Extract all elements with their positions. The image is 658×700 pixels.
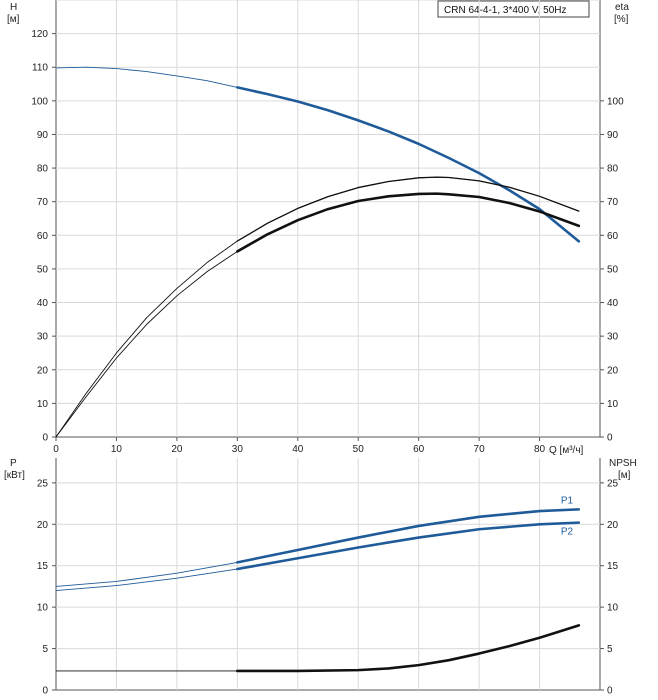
left-tick-label: 40	[37, 298, 49, 309]
x-tick-label: 0	[53, 444, 59, 455]
bottom-panel-series: P1 P2	[55, 495, 581, 673]
top-left-axis-label: H	[10, 2, 17, 13]
right-tick-label: 40	[607, 298, 619, 309]
right-tick-label: 10	[607, 603, 619, 614]
left-tick-label: 10	[37, 399, 49, 410]
series-line-thick	[236, 192, 581, 253]
left-tick-label: 0	[42, 433, 48, 444]
series-line-thick	[236, 508, 581, 564]
chart-title: CRN 64-4-1, 3*400 V, 50Hz	[444, 5, 566, 16]
right-tick-label: 0	[607, 433, 613, 444]
x-tick-label: 10	[111, 444, 123, 455]
series-line-thick	[236, 176, 580, 242]
x-tick-label: 20	[171, 444, 183, 455]
bottom-left-axis-unit: [кВт]	[4, 470, 25, 481]
left-tick-label: 30	[37, 332, 49, 343]
left-tick-label: 10	[37, 603, 49, 614]
x-tick-label: 50	[353, 444, 365, 455]
left-tick-label: 15	[37, 561, 49, 572]
left-tick-label: 90	[37, 130, 49, 141]
right-tick-label: 5	[607, 644, 613, 655]
right-tick-label: 25	[607, 478, 619, 489]
series-line-thin	[55, 66, 580, 242]
top-panel-ticks: 0102030405060708090100110120010203040506…	[31, 29, 624, 455]
left-tick-label: 100	[31, 96, 48, 107]
bottom-panel-grid	[55, 458, 601, 691]
top-left-axis-unit: [м]	[7, 14, 20, 25]
bottom-panel-ticks: 0 5 10 15 20 25 0 5 10 15 20 25	[37, 478, 619, 696]
right-tick-label: 100	[607, 96, 624, 107]
x-tick-label: 70	[474, 444, 486, 455]
left-tick-label: 80	[37, 164, 49, 175]
right-tick-label: 20	[607, 365, 619, 376]
left-tick-label: 110	[32, 63, 48, 74]
top-right-axis-label: eta	[615, 2, 629, 13]
bottom-right-axis-unit: [м]	[618, 470, 631, 481]
x-tick-label: 80	[534, 444, 546, 455]
x-tick-label: 40	[292, 444, 304, 455]
series-label: P1	[561, 495, 574, 506]
right-tick-label: 20	[607, 520, 619, 531]
left-tick-label: 20	[37, 365, 49, 376]
bottom-left-axis-label: P	[10, 458, 17, 469]
x-axis-label: Q [м³/ч]	[549, 445, 584, 456]
series-line-thick	[236, 86, 581, 243]
left-tick-label: 0	[42, 686, 48, 697]
left-tick-label: 5	[42, 644, 48, 655]
right-tick-label: 90	[607, 130, 619, 141]
right-tick-label: 80	[607, 164, 619, 175]
right-tick-label: 60	[607, 231, 619, 242]
left-tick-label: 70	[37, 197, 49, 208]
right-tick-label: 10	[607, 399, 619, 410]
series-line-thin	[55, 193, 579, 438]
right-tick-label: 30	[607, 332, 619, 343]
series-line-thin	[55, 522, 579, 592]
series-line-thin	[55, 176, 580, 438]
series-line-thick	[236, 624, 581, 673]
right-tick-label: 50	[607, 264, 619, 275]
x-tick-label: 30	[232, 444, 244, 455]
title-box	[437, 0, 590, 18]
right-tick-label: 15	[607, 561, 619, 572]
bottom-right-axis-label: NPSH	[609, 458, 637, 469]
top-right-axis-unit: [%]	[614, 14, 629, 25]
series-line-thick	[236, 521, 581, 571]
left-tick-label: 25	[37, 478, 49, 489]
top-panel-grid	[55, 0, 601, 438]
series-label: P2	[561, 527, 574, 538]
left-tick-label: 20	[37, 520, 49, 531]
right-tick-label: 70	[607, 197, 619, 208]
left-tick-label: 120	[31, 29, 48, 40]
left-tick-label: 50	[37, 264, 49, 275]
right-tick-label: 0	[607, 686, 613, 697]
left-tick-label: 60	[37, 231, 49, 242]
top-panel-series	[55, 66, 581, 438]
series-line-thin	[55, 508, 579, 587]
x-tick-label: 60	[413, 444, 425, 455]
